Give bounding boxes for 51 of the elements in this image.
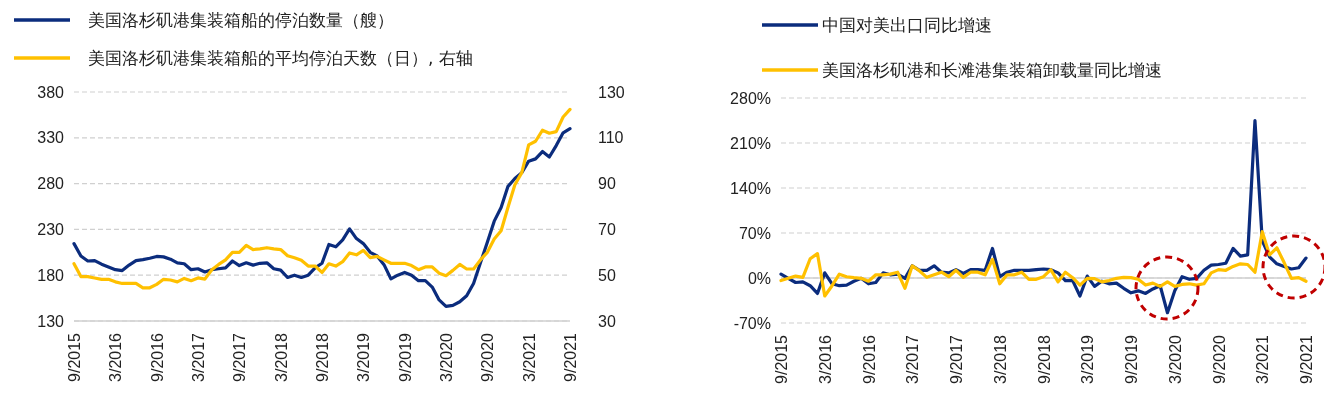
y-tick-label: 280 (37, 175, 65, 193)
line-series (779, 230, 1308, 298)
y2-tick-label: 130 (598, 83, 625, 101)
y-tick-label: 140% (730, 179, 771, 197)
x-tick-label: 9/2021 (562, 332, 580, 382)
legend-label: 美国洛杉矶港集装箱船的停泊数量（艘） (88, 9, 394, 30)
x-tick-label: 9/2019 (396, 332, 414, 382)
x-tick-label: 9/2015 (773, 334, 791, 384)
x-tick-label: 3/2021 (520, 332, 538, 382)
legend-label: 美国洛杉矶港集装箱船的平均停泊天数（日）, 右轴 (88, 47, 473, 68)
x-tick-label: 9/2017 (948, 334, 966, 384)
y2-tick-label: 50 (598, 266, 616, 284)
y-tick-label: 180 (37, 266, 65, 284)
y2-tick-label: 110 (598, 129, 624, 147)
x-tick-label: 9/2016 (148, 332, 166, 382)
x-tick-label: 3/2017 (190, 332, 208, 382)
x-tick-label: 3/2021 (1254, 334, 1272, 384)
x-tick-label: 9/2018 (314, 332, 332, 382)
x-tick-label: 3/2020 (438, 332, 456, 382)
x-tick-label: 3/2018 (991, 334, 1009, 384)
y-tick-label: -70% (733, 314, 771, 332)
legend-label: 美国洛杉矶港和长滩港集装箱卸载量同比增速 (822, 59, 1162, 80)
x-tick-label: 3/2018 (272, 332, 290, 382)
x-tick-label: 9/2018 (1035, 334, 1053, 384)
line-series (72, 107, 572, 290)
y-tick-label: 280% (730, 89, 771, 107)
x-tick-label: 9/2016 (860, 334, 878, 384)
x-tick-label: 9/2017 (231, 332, 249, 382)
y-tick-label: 210% (730, 134, 771, 152)
y2-tick-label: 70 (598, 221, 616, 239)
x-tick-label: 3/2016 (816, 334, 834, 384)
y2-tick-label: 90 (598, 175, 616, 193)
x-tick-label: 9/2020 (1210, 334, 1228, 384)
line-series (72, 127, 572, 308)
x-tick-label: 9/2020 (479, 332, 497, 382)
y-tick-label: 70% (738, 224, 771, 242)
y-tick-label: 230 (37, 221, 65, 239)
y-tick-label: 330 (37, 129, 65, 147)
x-tick-label: 3/2020 (1166, 334, 1184, 384)
y-tick-label: 130 (37, 312, 65, 330)
y-tick-label: 380 (37, 83, 65, 101)
x-tick-label: 9/2021 (1298, 334, 1316, 384)
x-tick-label: 3/2017 (904, 334, 922, 384)
y-tick-label: 0% (747, 269, 771, 287)
x-tick-label: 3/2019 (355, 332, 373, 382)
x-tick-label: 3/2019 (1079, 334, 1097, 384)
x-tick-label: 9/2019 (1123, 334, 1141, 384)
y2-tick-label: 30 (598, 312, 616, 330)
x-tick-label: 9/2015 (66, 332, 84, 382)
legend-label: 中国对美出口同比增速 (822, 14, 992, 35)
x-tick-label: 3/2016 (107, 332, 125, 382)
